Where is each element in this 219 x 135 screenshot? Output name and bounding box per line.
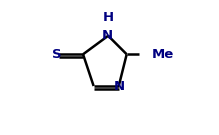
Text: N: N — [102, 29, 113, 42]
Text: N: N — [114, 80, 125, 92]
Text: H: H — [103, 11, 114, 24]
Text: Me: Me — [152, 48, 174, 61]
Text: S: S — [52, 48, 61, 61]
